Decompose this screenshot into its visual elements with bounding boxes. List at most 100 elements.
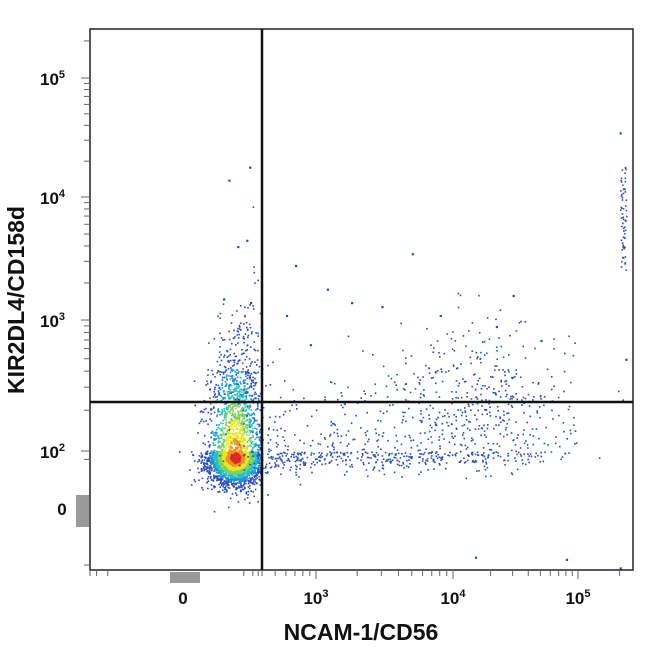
event-dot [268,428,270,431]
event-dot [247,387,249,390]
event-dot [216,459,219,462]
event-dot [217,472,220,474]
event-dot [622,184,624,187]
event-dot [447,454,449,456]
event-dot [223,365,226,368]
event-dot [254,419,256,422]
event-dot [365,434,367,437]
event-dot [238,460,241,463]
event-dot [225,461,227,464]
event-dot [233,419,236,422]
event-dot [215,431,217,433]
event-dot [252,465,255,468]
event-dot [215,438,217,440]
event-dot [454,435,456,438]
event-dot [402,463,405,465]
event-dot [318,455,321,458]
event-dot [422,376,424,378]
event-dot [245,375,247,378]
event-dot [242,442,244,444]
event-dot [234,355,237,358]
event-dot [259,449,262,451]
event-dot [420,413,422,415]
event-dot [243,472,246,474]
event-dot [223,480,226,482]
event-dot [215,463,217,466]
outlier-dot [495,325,498,329]
tick-label: 0 [57,500,66,519]
event-dot [238,333,241,336]
event-dot [254,470,257,472]
event-dot [268,427,270,429]
event-dot [557,396,560,399]
event-dot [205,384,207,386]
event-dot [258,455,260,458]
event-dot [232,449,235,452]
event-dot [244,371,247,373]
event-dot [245,472,247,475]
event-dot [505,426,508,429]
event-dot [253,446,255,448]
event-dot [259,436,262,438]
event-dot [249,437,252,439]
event-dot [622,192,625,195]
event-dot [214,376,216,378]
event-dot [253,462,256,465]
outlier-dot [246,239,249,242]
event-dot [247,482,250,485]
event-dot [534,347,536,350]
outlier-dot [625,358,628,361]
event-dot [234,478,237,480]
event-dot [444,415,446,417]
event-dot [205,457,207,459]
event-dot [386,460,389,462]
event-dot [236,428,238,431]
event-dot [476,398,479,400]
event-dot [263,467,265,470]
event-dot [229,406,232,409]
event-dot [290,466,292,469]
event-dot [394,457,397,459]
event-dot [244,447,246,450]
event-dot [212,442,215,444]
event-dot [573,424,575,426]
event-dot [220,445,223,448]
event-dot [419,456,421,458]
event-dot [201,477,204,480]
event-dot [238,419,241,421]
event-dot [247,472,249,475]
event-dot [228,384,230,386]
event-dot [620,195,623,197]
event-dot [248,413,251,415]
event-dot [251,417,254,419]
event-dot [246,329,249,332]
event-dot [243,337,245,340]
event-dot [324,463,327,465]
event-dot [216,424,218,426]
event-dot [251,361,253,363]
event-dot [227,449,230,451]
event-dot [460,414,463,417]
event-dot [463,457,465,459]
event-dot [347,386,349,389]
event-dot [216,372,218,374]
event-dot [482,384,484,387]
event-dot [242,488,244,491]
event-dot [256,462,259,464]
event-dot [245,402,247,405]
event-dot [237,412,240,414]
event-dot [624,263,626,265]
event-dot [346,451,348,454]
event-dot [225,440,228,443]
event-dot [207,476,210,478]
event-dot [237,413,240,416]
event-dot [217,441,219,444]
event-dot [275,465,277,467]
x-axis-title: NCAM-1/CD56 [284,619,439,645]
event-dot [218,465,221,468]
event-dot [451,391,453,393]
outlier-dot [439,314,442,318]
event-dot [253,459,256,462]
event-dot [229,448,232,451]
event-dot [212,444,215,447]
